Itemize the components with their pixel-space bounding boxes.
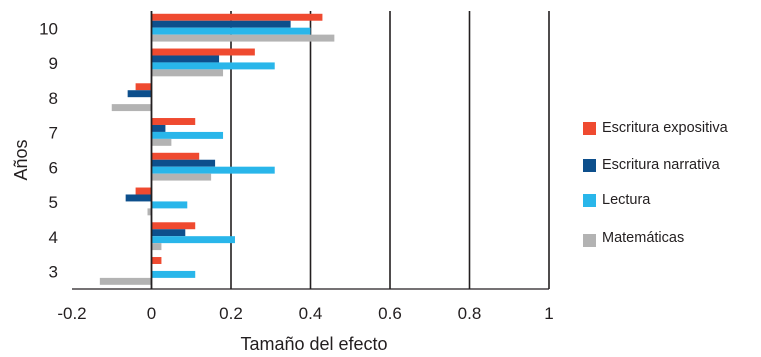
bar-escritura-narrativa-8 <box>127 90 152 98</box>
gridlines <box>230 11 550 289</box>
bar-matemáticas-6 <box>151 173 212 181</box>
axes <box>72 11 549 290</box>
x-axis-title: Tamaño del efecto <box>240 334 387 354</box>
legend-label: Escritura expositiva <box>602 120 728 136</box>
bar-escritura-expositiva-10 <box>151 13 323 21</box>
legend-swatch <box>583 234 596 247</box>
x-tick-label-3: 0.4 <box>299 304 323 323</box>
bar-lectura-9 <box>151 62 275 70</box>
bar-matemáticas-10 <box>151 34 335 42</box>
bar-escritura-expositiva-7 <box>151 118 196 125</box>
y-tick-label-10: 10 <box>39 19 58 38</box>
legend-item-3: Matemáticas <box>583 228 684 247</box>
bar-matemáticas-4 <box>151 243 162 251</box>
x-tick-label-0: -0.2 <box>57 304 86 323</box>
y-tick-label-7: 7 <box>49 124 58 143</box>
bar-escritura-expositiva-6 <box>151 152 200 160</box>
legend-label: Matemáticas <box>602 229 685 246</box>
bar-lectura-4 <box>151 236 235 244</box>
y-tick-label-3: 3 <box>49 263 58 282</box>
bar-matemáticas-5 <box>147 208 152 216</box>
legend-swatch <box>583 158 596 172</box>
x-tick-label-6: 1 <box>544 304 553 323</box>
legend-label: Escritura narrativa <box>602 157 720 173</box>
x-tick-label-1: 0 <box>147 304 156 323</box>
legend-item-1: Escritura narrativa <box>583 157 720 173</box>
y-tick-label-9: 9 <box>49 54 58 73</box>
bar-escritura-expositiva-8 <box>135 83 152 91</box>
legend-item-2: Lectura <box>583 192 650 208</box>
bar-lectura-5 <box>151 201 188 209</box>
bar-lectura-6 <box>151 166 275 174</box>
bar-matemáticas-8 <box>111 104 152 112</box>
bar-escritura-narrativa-4 <box>151 229 186 237</box>
legend-swatch <box>583 121 596 135</box>
y-axis-title: Años <box>11 139 31 180</box>
bar-escritura-narrativa-5 <box>125 194 152 202</box>
bar-escritura-narrativa-10 <box>151 20 291 28</box>
bar-matemáticas-9 <box>151 69 224 77</box>
bar-lectura-3 <box>151 270 196 278</box>
y-tick-label-8: 8 <box>49 89 58 108</box>
y-tick-label-4: 4 <box>49 228 58 247</box>
tick-labels: -0.2 0 0.2 0.4 0.6 0.8 1 10 9 8 7 6 5 4 3 <box>39 19 554 323</box>
bars <box>99 13 335 285</box>
bar-lectura-7 <box>151 131 224 139</box>
bar-escritura-narrativa-6 <box>151 159 216 167</box>
y-tick-label-5: 5 <box>49 193 58 212</box>
bar-escritura-expositiva-4 <box>151 222 196 230</box>
x-tick-label-5: 0.8 <box>458 304 482 323</box>
legend-swatch <box>583 193 596 207</box>
bar-escritura-expositiva-5 <box>135 187 152 195</box>
bar-escritura-expositiva-3 <box>151 257 162 264</box>
bar-escritura-narrativa-9 <box>151 55 220 63</box>
bar-matemáticas-7 <box>151 138 172 146</box>
x-tick-label-4: 0.6 <box>378 304 402 323</box>
y-tick-label-6: 6 <box>49 158 58 177</box>
legend-label: Lectura <box>602 192 651 208</box>
bar-lectura-10 <box>151 27 311 35</box>
legend-item-0: Escritura expositiva <box>583 120 728 136</box>
x-tick-label-2: 0.2 <box>219 304 243 323</box>
bar-escritura-narrativa-7 <box>151 124 166 132</box>
bar-escritura-expositiva-9 <box>151 48 255 56</box>
bar-matemáticas-3 <box>99 277 152 285</box>
